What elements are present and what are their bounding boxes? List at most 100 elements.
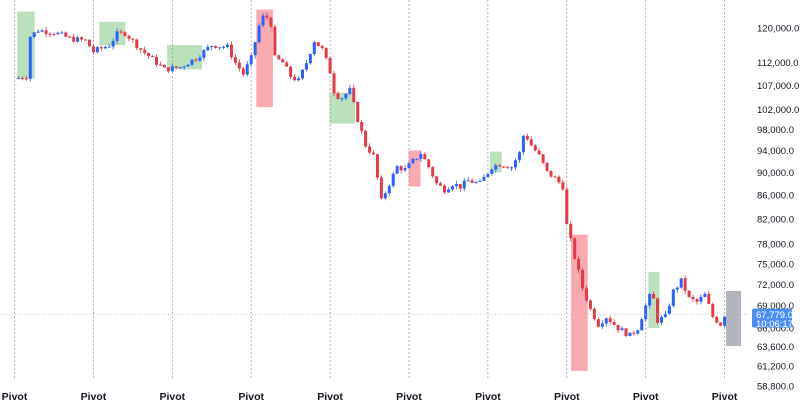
candle-body-57 [241, 68, 245, 75]
candle-body-104 [427, 159, 431, 168]
candle-50 [214, 45, 218, 49]
candle-14 [72, 33, 76, 43]
candle-body-116 [474, 181, 478, 183]
candle-body-164 [663, 313, 667, 318]
candle-body-72 [300, 69, 304, 79]
candle-85 [352, 85, 356, 104]
candle-body-62 [261, 15, 265, 26]
candle-body-84 [348, 87, 352, 94]
candle-124 [506, 165, 510, 169]
candle-94 [387, 184, 391, 197]
candle-154 [624, 327, 628, 338]
candle-body-169 [683, 278, 687, 291]
candle-69 [289, 65, 293, 80]
candle-body-32 [143, 49, 147, 53]
candle-body-102 [419, 154, 423, 159]
candle-body-144 [585, 288, 589, 301]
candle-body-166 [671, 289, 675, 306]
candle-body-6 [40, 30, 44, 32]
candle-135 [549, 170, 553, 179]
candle-9 [52, 32, 56, 37]
candle-81 [336, 91, 340, 100]
candle-body-167 [675, 287, 679, 290]
candle-177 [715, 315, 719, 324]
candle-16 [80, 35, 84, 43]
candle-body-156 [632, 332, 636, 334]
candle-86 [356, 101, 360, 123]
candle-body-130 [529, 139, 533, 146]
candle-49 [210, 45, 214, 51]
y-tick-label-14: 63,600.0 [757, 342, 794, 353]
candle-body-170 [687, 290, 691, 297]
candle-body-54 [229, 44, 233, 58]
candle-body-137 [557, 176, 561, 183]
candle-body-118 [482, 176, 486, 181]
candle-body-138 [561, 182, 565, 190]
candle-body-25 [115, 31, 119, 42]
candle-17 [84, 39, 88, 41]
candle-body-174 [703, 293, 707, 297]
candle-96 [395, 164, 399, 175]
candle-119 [486, 173, 490, 179]
candle-116 [474, 180, 478, 184]
candle-33 [147, 52, 151, 59]
candle-123 [502, 166, 506, 169]
candle-36 [158, 61, 162, 66]
candle-body-176 [711, 303, 715, 317]
y-tick-label-1: 112,000.0 [757, 58, 799, 69]
candle-body-36 [158, 64, 162, 66]
candle-75 [312, 40, 316, 56]
candle-body-15 [76, 37, 80, 42]
candle-body-162 [656, 298, 660, 323]
y-tick-label-2: 107,000.0 [757, 81, 799, 92]
pivot-axis: Pivot Pivot Pivot Pivot Pivot Pivot Pivot Pivot… [2, 391, 738, 403]
candle-170 [687, 290, 691, 299]
candle-body-21 [99, 47, 103, 49]
candle-body-110 [450, 186, 454, 190]
candle-91 [375, 153, 379, 180]
candle-53 [226, 42, 230, 49]
candle-body-12 [64, 32, 68, 37]
candle-66 [277, 54, 281, 61]
candle-body-95 [391, 173, 395, 186]
candle-body-97 [399, 166, 403, 171]
candle-body-66 [277, 55, 281, 60]
candle-body-16 [80, 37, 84, 40]
candle-body-37 [162, 65, 166, 68]
candle-body-99 [407, 163, 411, 169]
candle-body-112 [458, 184, 462, 189]
candle-body-88 [364, 130, 368, 147]
candle-body-134 [545, 162, 549, 171]
candle-body-22 [103, 46, 107, 49]
candle-12 [64, 31, 68, 38]
current-price-value: 67,779.0 [756, 310, 793, 321]
candle-100 [411, 157, 415, 165]
price-axis[interactable]: 120,000.0 112,000.0 107,000.0 102,000.0 98,0… [757, 24, 799, 393]
candle-143 [581, 268, 585, 292]
candle-45 [194, 57, 198, 62]
candle-112 [458, 184, 462, 192]
pivot-label-5: Pivot [396, 391, 422, 403]
y-tick-label-10: 75,000.0 [757, 259, 794, 270]
candle-body-1 [20, 77, 24, 79]
candle-body-45 [194, 59, 198, 61]
candle-10 [56, 31, 60, 35]
candle-body-20 [95, 47, 99, 53]
candle-body-147 [596, 319, 600, 327]
candle-body-77 [320, 46, 324, 48]
candle-156 [632, 330, 636, 336]
candle-4 [32, 32, 36, 39]
candle-body-0 [16, 77, 20, 79]
y-tick-label-13: 66,000.0 [757, 324, 794, 335]
candle-body-53 [226, 44, 230, 48]
candle-55 [233, 53, 237, 66]
candle-134 [545, 162, 549, 173]
candle-42 [182, 65, 186, 70]
candle-body-38 [166, 67, 170, 72]
candle-body-34 [151, 56, 155, 58]
candle-48 [206, 44, 210, 52]
candle-139 [565, 186, 569, 225]
candle-body-107 [439, 183, 443, 186]
